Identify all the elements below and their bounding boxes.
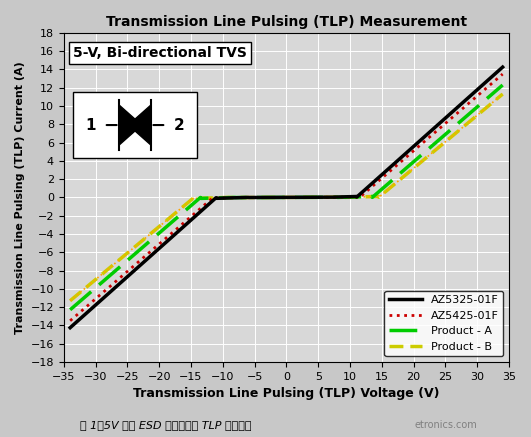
Product - B (412, 164, 418, 170)
Product - A (404, 164, 410, 170)
AZ5425-01F (404, 153, 410, 159)
AZ5425-01F (412, 147, 418, 152)
FancyBboxPatch shape (73, 92, 198, 158)
AZ5325-01F (242, 195, 248, 200)
AZ5325-01F (500, 65, 506, 70)
Product - A (500, 83, 506, 88)
Product - B (500, 91, 506, 97)
AZ5425-01F (500, 71, 506, 76)
AZ5425-01F (364, 188, 370, 194)
Product - A (412, 158, 418, 163)
Product - A (111, 269, 117, 274)
Text: 2: 2 (174, 118, 185, 132)
AZ5425-01F (242, 195, 248, 200)
X-axis label: Transmission Line Pulsing (TLP) Voltage (V): Transmission Line Pulsing (TLP) Voltage … (133, 387, 440, 400)
AZ5325-01F (364, 185, 370, 191)
Product - B (111, 261, 117, 267)
Product - B (242, 195, 248, 200)
AZ5325-01F (404, 149, 410, 155)
Polygon shape (129, 105, 151, 145)
AZ5325-01F (67, 325, 73, 330)
Product - B (364, 194, 370, 199)
Product - A (364, 194, 370, 199)
Text: etronics.com: etronics.com (414, 420, 477, 430)
Product - B (404, 171, 410, 176)
Line: Product - A: Product - A (70, 85, 503, 310)
Title: Transmission Line Pulsing (TLP) Measurement: Transmission Line Pulsing (TLP) Measurem… (106, 15, 467, 29)
Y-axis label: Transmission Line Pulsing (TLP) Current (A): Transmission Line Pulsing (TLP) Current … (15, 61, 25, 334)
AZ5425-01F (258, 195, 264, 200)
Product - A (67, 307, 73, 312)
Product - B (67, 298, 73, 303)
Line: AZ5325-01F: AZ5325-01F (70, 67, 503, 328)
Line: AZ5425-01F: AZ5425-01F (70, 74, 503, 321)
AZ5325-01F (412, 142, 418, 148)
AZ5425-01F (67, 318, 73, 323)
Text: 5-V, Bi-directional TVS: 5-V, Bi-directional TVS (73, 46, 246, 60)
AZ5325-01F (111, 286, 117, 291)
AZ5425-01F (111, 280, 117, 285)
Text: 图 1：5V 双向 ESD 保护组件的 TLP 测试曲线: 图 1：5V 双向 ESD 保护组件的 TLP 测试曲线 (80, 420, 251, 430)
Legend: AZ5325-01F, AZ5425-01F, Product - A, Product - B: AZ5325-01F, AZ5425-01F, Product - A, Pro… (384, 291, 503, 356)
AZ5325-01F (258, 195, 264, 200)
Product - A (242, 195, 248, 200)
Text: 1: 1 (85, 118, 96, 132)
Polygon shape (119, 105, 142, 145)
Product - A (258, 195, 264, 200)
Line: Product - B: Product - B (70, 94, 503, 301)
Product - B (258, 195, 264, 200)
